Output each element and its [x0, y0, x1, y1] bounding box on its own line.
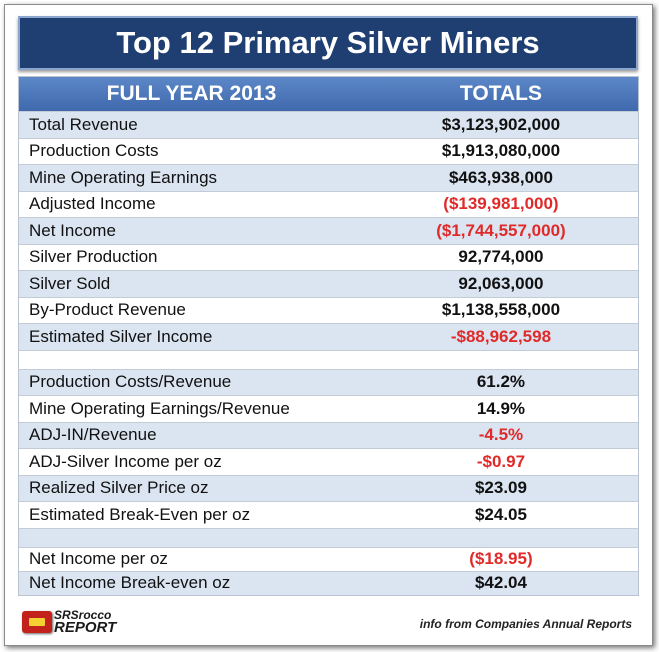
- row-label: Adjusted Income: [29, 194, 156, 214]
- row-label: By-Product Revenue: [29, 300, 186, 320]
- row-value: -$88,962,598: [450, 326, 552, 346]
- table-row: ADJ-IN/Revenue -4.5%: [19, 421, 638, 448]
- row-value: ($139,981,000): [443, 194, 559, 214]
- table-row: Mine Operating Earnings/Revenue 14.9%: [19, 395, 638, 422]
- row-value: -4.5%: [478, 425, 524, 445]
- row-value: ($1,744,557,000): [436, 220, 566, 240]
- logo-line2: REPORT: [54, 619, 117, 636]
- row-label: Production Costs/Revenue: [29, 372, 232, 392]
- row-label: Silver Production: [29, 247, 158, 267]
- table-header-row: FULL YEAR 2013 TOTALS: [19, 77, 638, 111]
- spacer-row: [19, 349, 638, 369]
- row-label: ADJ-Silver Income per oz: [29, 451, 222, 471]
- row-label: Total Revenue: [29, 114, 138, 134]
- table-row: Silver Sold 92,063,000: [19, 270, 638, 297]
- header-period: FULL YEAR 2013: [106, 82, 277, 105]
- row-label: Mine Operating Earnings: [29, 167, 218, 187]
- row-value: 14.9%: [476, 398, 526, 418]
- table-row: Total Revenue $3,123,902,000: [19, 111, 638, 138]
- row-value: -$0.97: [476, 451, 526, 471]
- logo-text: SRSrocco REPORT: [54, 608, 117, 636]
- gold-bar-icon: [22, 611, 52, 633]
- row-value: $24.05: [474, 504, 527, 524]
- row-value: $1,138,558,000: [441, 300, 561, 320]
- row-value: $23.09: [474, 478, 527, 498]
- table-row: By-Product Revenue $1,138,558,000: [19, 296, 638, 324]
- header-totals: TOTALS: [459, 82, 542, 105]
- page-title: Top 12 Primary Silver Miners: [116, 25, 540, 60]
- title-banner: Top 12 Primary Silver Miners: [18, 16, 638, 70]
- table-row: ADJ-Silver Income per oz -$0.97: [19, 448, 638, 475]
- logo-line1: SRSrocco: [54, 608, 112, 622]
- table-row: Mine Operating Earnings $463,938,000: [19, 164, 638, 191]
- footer: SRSrocco REPORT info from Companies Annu…: [22, 608, 642, 638]
- row-label: Net Income per oz: [29, 549, 168, 568]
- row-label: Net Income: [29, 220, 116, 240]
- row-label: Silver Sold: [29, 273, 111, 293]
- data-table: FULL YEAR 2013 TOTALS Total Revenue $3,1…: [18, 76, 639, 596]
- row-value: 61.2%: [476, 372, 526, 392]
- row-value: 92,063,000: [458, 273, 544, 293]
- row-label: Mine Operating Earnings/Revenue: [29, 398, 290, 418]
- row-label: Net Income Break-even oz: [29, 573, 231, 592]
- row-value: $463,938,000: [448, 167, 553, 187]
- table-row: Estimated Break-Even per oz $24.05: [19, 501, 638, 528]
- table-row: Net Income Break-even oz $42.04: [19, 570, 638, 595]
- table-row: Production Costs $1,913,080,000: [19, 137, 638, 165]
- table-row: Silver Production 92,774,000: [19, 243, 638, 271]
- spacer-row: [19, 527, 638, 547]
- row-label: Production Costs: [29, 141, 159, 161]
- row-value: ($18.95): [469, 549, 533, 568]
- srsrocco-logo: SRSrocco REPORT: [22, 608, 117, 636]
- table-row: Estimated Silver Income -$88,962,598: [19, 323, 638, 350]
- table-row: Realized Silver Price oz $23.09: [19, 474, 638, 501]
- table-row: Adjusted Income ($139,981,000): [19, 190, 638, 218]
- row-value: $3,123,902,000: [441, 114, 561, 134]
- source-note: info from Companies Annual Reports: [419, 617, 632, 631]
- row-label: Estimated Silver Income: [29, 326, 213, 346]
- row-value: 92,774,000: [458, 247, 544, 267]
- row-value: $1,913,080,000: [441, 141, 561, 161]
- table-row: Net Income per oz ($18.95): [19, 546, 638, 571]
- row-label: Realized Silver Price oz: [29, 478, 209, 498]
- row-label: ADJ-IN/Revenue: [29, 425, 157, 445]
- row-label: Estimated Break-Even per oz: [29, 504, 251, 524]
- table-row: Production Costs/Revenue 61.2%: [19, 368, 638, 395]
- table-row: Net Income ($1,744,557,000): [19, 217, 638, 244]
- row-value: $42.04: [474, 573, 527, 592]
